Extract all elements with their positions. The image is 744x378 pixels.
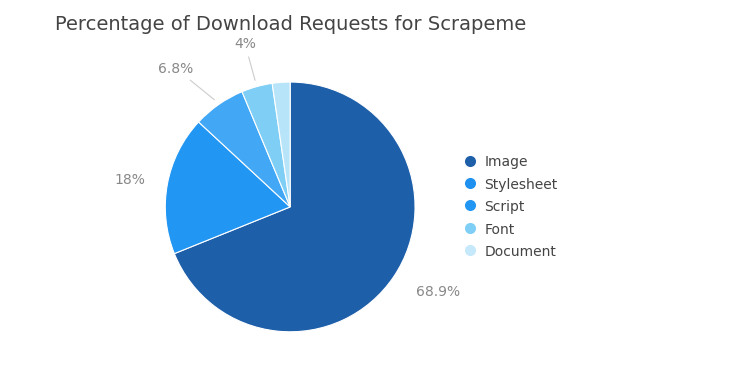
Text: 68.9%: 68.9%: [417, 285, 461, 299]
Wedge shape: [242, 84, 290, 207]
Wedge shape: [199, 92, 290, 207]
Title: Percentage of Download Requests for Scrapeme: Percentage of Download Requests for Scra…: [54, 15, 526, 34]
Text: 4%: 4%: [234, 37, 256, 80]
Wedge shape: [174, 82, 415, 332]
Text: 6.8%: 6.8%: [158, 62, 214, 100]
Text: 18%: 18%: [115, 173, 145, 187]
Legend: Image, Stylesheet, Script, Font, Document: Image, Stylesheet, Script, Font, Documen…: [460, 148, 565, 266]
Wedge shape: [272, 82, 290, 207]
Wedge shape: [165, 122, 290, 254]
